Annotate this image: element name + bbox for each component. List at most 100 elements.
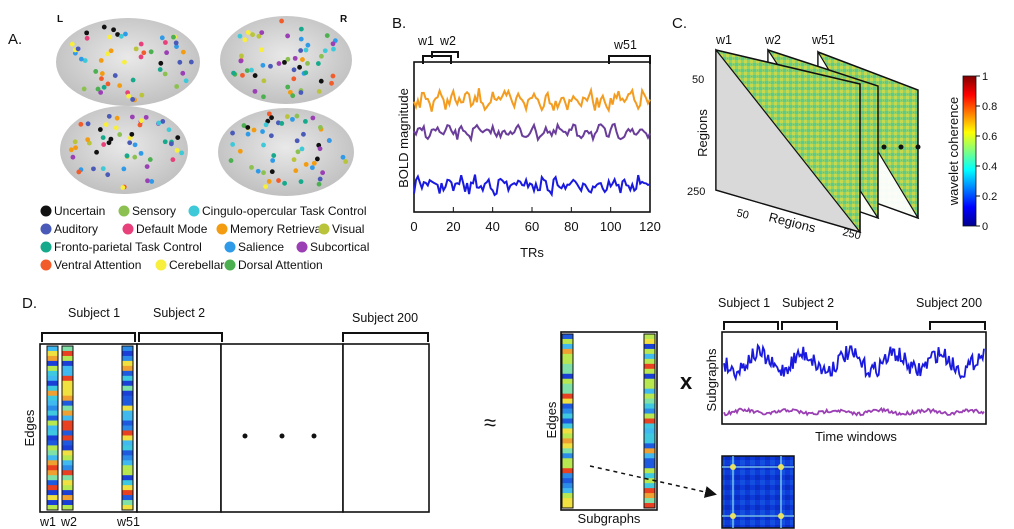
brain-node	[303, 119, 308, 124]
subgraph-adjacency-matrix	[721, 455, 795, 529]
brain-node	[298, 36, 304, 42]
brain-node	[114, 115, 120, 121]
brain-node	[291, 76, 297, 82]
brain-node	[237, 148, 243, 154]
brain-node	[252, 73, 258, 78]
right-x-axis-label: Time windows	[815, 429, 897, 444]
brain-node	[303, 162, 309, 167]
brain-node	[157, 67, 163, 72]
bold-y-axis-label: BOLD magnitude	[396, 88, 411, 188]
brain-node	[98, 58, 104, 63]
brain-node	[294, 113, 300, 119]
brain-node	[84, 35, 90, 41]
brain-node	[305, 60, 310, 66]
legend-swatch-9	[296, 241, 308, 253]
bold-xtick-1: 20	[446, 219, 460, 234]
c-xtick-250: 250	[841, 226, 862, 242]
brain-node	[291, 157, 297, 163]
brain-node	[82, 58, 88, 63]
brain-node	[276, 178, 281, 183]
c-ytick-250: 250	[687, 186, 705, 198]
brain-node	[285, 56, 291, 62]
brain-node	[269, 169, 275, 175]
brain-node	[100, 166, 106, 172]
coherence-matrices	[715, 47, 921, 234]
brain-node	[310, 115, 316, 121]
brain-node	[279, 18, 285, 24]
edges-axis-label: Edges	[544, 401, 559, 438]
brain-node	[263, 122, 269, 128]
brain-node	[290, 116, 295, 122]
legend-swatch-10	[40, 259, 52, 271]
brain-node	[100, 135, 106, 141]
times-symbol: x	[680, 369, 693, 394]
legend-label-7: Fronto-parietal Task Control	[54, 240, 202, 254]
brain-node	[103, 122, 109, 127]
brain-node	[301, 131, 306, 137]
brain-node	[163, 40, 168, 45]
brain-node	[319, 53, 324, 59]
brain-node	[84, 30, 90, 36]
legend-swatch-7	[40, 241, 52, 253]
brain-node	[251, 127, 257, 133]
brain-node	[166, 127, 172, 133]
brain-node	[133, 46, 139, 52]
brain-node	[244, 68, 250, 73]
c-ytick-50: 50	[692, 74, 704, 86]
brain-node	[298, 90, 304, 95]
brain-node	[127, 140, 133, 146]
brain-node	[174, 44, 179, 49]
brain-node	[130, 77, 136, 83]
brain-node	[98, 90, 104, 95]
hemisphere-left-label: L	[57, 14, 63, 25]
brain-node	[99, 76, 104, 82]
legend-swatch-8	[224, 241, 236, 253]
subgraph-expression-series	[723, 343, 985, 417]
legend-label-6: Visual	[332, 222, 364, 236]
brain-node	[314, 156, 320, 162]
brain-node	[75, 46, 81, 52]
brain-node	[168, 141, 174, 147]
brain-node	[230, 142, 236, 147]
brain-node	[285, 84, 291, 90]
brain-node	[95, 86, 101, 92]
brain-node	[97, 127, 103, 132]
brain-node	[276, 61, 282, 66]
brain-node	[179, 150, 185, 156]
brain-node	[76, 169, 82, 175]
colorbar-label: wavelet coherence	[946, 97, 961, 206]
brain-node	[265, 118, 271, 124]
window-w1-label-b: w1	[417, 34, 434, 48]
colorbar-tick-4: 0.8	[982, 101, 997, 113]
bold-x-ticks: 0 20 40 60 80 100 120	[410, 207, 661, 234]
approx-symbol: ≈	[484, 410, 496, 435]
brain-node	[85, 137, 91, 143]
brain-node	[73, 145, 78, 151]
brain-node	[101, 84, 107, 90]
brain-node	[266, 111, 272, 117]
brain-node	[294, 138, 300, 144]
brain-node	[315, 61, 321, 66]
colorbar-ticks: 0 0.2 0.4 0.6 0.8 1	[976, 71, 997, 233]
brain-node	[245, 131, 251, 137]
brain-node	[130, 97, 136, 102]
brain-node	[317, 125, 323, 130]
brain-node	[69, 41, 75, 47]
bold-xtick-3: 60	[525, 219, 539, 234]
colorbar-tick-0: 0	[982, 221, 988, 233]
brain-node	[330, 73, 336, 79]
brain-node	[231, 70, 236, 76]
right-subject-1-label: Subject 1	[718, 296, 770, 310]
brain-node	[93, 69, 99, 74]
brain-node	[279, 121, 285, 126]
brain-node	[105, 51, 110, 57]
brain-node	[145, 178, 150, 184]
d-w1-label: w1	[39, 515, 56, 529]
legend-label-4: Default Mode	[136, 222, 208, 236]
brain-node	[117, 83, 123, 89]
network-legend: Uncertain Sensory Cingulo-opercular Task C…	[40, 204, 369, 272]
brain-node	[162, 139, 168, 145]
brain-node	[255, 168, 261, 174]
brain-node	[340, 154, 346, 160]
legend-label-12: Dorsal Attention	[238, 258, 323, 272]
